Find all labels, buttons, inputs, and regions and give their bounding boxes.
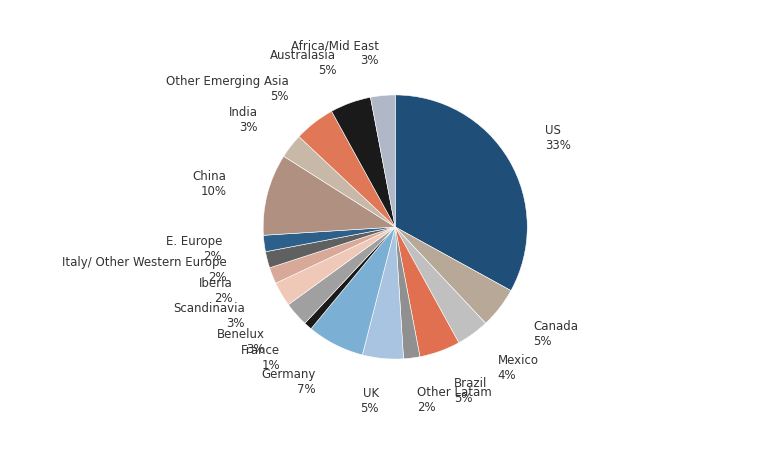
Wedge shape <box>395 227 459 357</box>
Wedge shape <box>265 227 395 268</box>
Wedge shape <box>299 111 395 227</box>
Wedge shape <box>276 227 395 305</box>
Text: Canada
5%: Canada 5% <box>533 320 578 348</box>
Text: Mexico
4%: Mexico 4% <box>497 354 539 382</box>
Text: Other Latam
2%: Other Latam 2% <box>417 386 492 414</box>
Text: India
3%: India 3% <box>228 106 257 134</box>
Text: Africa/Mid East
3%: Africa/Mid East 3% <box>291 39 379 68</box>
Text: Other Emerging Asia
5%: Other Emerging Asia 5% <box>166 75 288 103</box>
Wedge shape <box>395 227 486 343</box>
Wedge shape <box>263 156 395 235</box>
Text: Italy/ Other Western Europe
2%: Italy/ Other Western Europe 2% <box>62 257 226 284</box>
Wedge shape <box>305 227 395 329</box>
Wedge shape <box>395 227 511 323</box>
Text: E. Europe
2%: E. Europe 2% <box>166 235 222 263</box>
Text: Iberia
2%: Iberia 2% <box>199 277 233 305</box>
Wedge shape <box>311 227 395 355</box>
Wedge shape <box>288 227 395 323</box>
Wedge shape <box>283 137 395 227</box>
Text: France
1%: France 1% <box>241 344 280 372</box>
Wedge shape <box>332 97 395 227</box>
Text: Australasia
5%: Australasia 5% <box>270 49 336 77</box>
Text: Brazil
5%: Brazil 5% <box>455 377 487 405</box>
Wedge shape <box>395 227 420 359</box>
Wedge shape <box>264 227 395 252</box>
Text: China
10%: China 10% <box>193 170 226 197</box>
Text: Benelux
3%: Benelux 3% <box>216 328 264 356</box>
Text: Germany
7%: Germany 7% <box>262 368 316 396</box>
Wedge shape <box>395 95 527 291</box>
Wedge shape <box>270 227 395 283</box>
Text: Scandinavia
3%: Scandinavia 3% <box>173 302 245 330</box>
Wedge shape <box>371 95 395 227</box>
Wedge shape <box>362 227 403 359</box>
Text: US
33%: US 33% <box>545 124 571 152</box>
Text: UK
5%: UK 5% <box>361 386 379 415</box>
